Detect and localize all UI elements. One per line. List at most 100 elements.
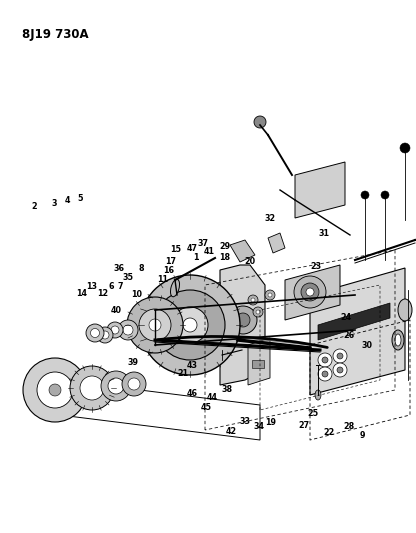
Circle shape <box>361 191 369 199</box>
Bar <box>252 360 264 368</box>
Circle shape <box>37 372 73 408</box>
Text: 4: 4 <box>64 196 70 205</box>
Text: 17: 17 <box>165 257 176 265</box>
Polygon shape <box>295 162 345 218</box>
Circle shape <box>128 378 140 390</box>
Text: 8J19 730A: 8J19 730A <box>22 28 89 41</box>
Text: 28: 28 <box>344 422 355 431</box>
Text: 35: 35 <box>123 273 134 281</box>
Circle shape <box>70 366 114 410</box>
Circle shape <box>97 327 113 343</box>
Circle shape <box>183 318 197 332</box>
Text: 40: 40 <box>111 306 122 314</box>
Circle shape <box>108 378 124 394</box>
Circle shape <box>322 357 328 363</box>
Text: 11: 11 <box>157 275 168 284</box>
Text: 1: 1 <box>193 253 199 262</box>
Circle shape <box>123 325 133 335</box>
Ellipse shape <box>392 330 404 350</box>
Text: 13: 13 <box>86 282 97 291</box>
Text: 15: 15 <box>170 245 181 254</box>
Circle shape <box>149 319 161 331</box>
Circle shape <box>294 276 326 308</box>
Text: 42: 42 <box>225 427 236 436</box>
Circle shape <box>381 191 389 199</box>
Text: 9: 9 <box>359 432 365 440</box>
Text: 10: 10 <box>131 290 142 298</box>
Text: 3: 3 <box>51 199 57 208</box>
Text: 26: 26 <box>343 332 354 340</box>
Polygon shape <box>268 233 285 253</box>
Circle shape <box>333 349 347 363</box>
Circle shape <box>236 313 250 327</box>
Text: 34: 34 <box>253 422 264 431</box>
Polygon shape <box>318 303 390 340</box>
Circle shape <box>49 384 61 396</box>
Polygon shape <box>285 265 340 320</box>
Text: 22: 22 <box>323 429 334 437</box>
Text: 38: 38 <box>222 385 233 393</box>
Circle shape <box>318 367 332 381</box>
Circle shape <box>172 307 208 343</box>
Text: 14: 14 <box>76 289 87 297</box>
Text: 24: 24 <box>341 313 352 321</box>
Text: 46: 46 <box>187 389 198 398</box>
Circle shape <box>139 309 171 341</box>
Polygon shape <box>248 338 270 385</box>
Circle shape <box>268 293 272 297</box>
Text: 37: 37 <box>198 239 209 248</box>
Ellipse shape <box>346 293 364 331</box>
Circle shape <box>91 328 99 337</box>
Circle shape <box>155 290 225 360</box>
Circle shape <box>101 371 131 401</box>
Polygon shape <box>230 240 255 262</box>
Circle shape <box>122 372 146 396</box>
Text: 2: 2 <box>31 203 37 211</box>
Text: 6: 6 <box>109 282 114 291</box>
Text: 30: 30 <box>362 341 372 350</box>
Text: 7: 7 <box>117 282 123 291</box>
Ellipse shape <box>171 279 180 297</box>
Text: 31: 31 <box>318 229 329 238</box>
Text: 47: 47 <box>187 244 198 253</box>
Circle shape <box>118 320 138 340</box>
Circle shape <box>337 367 343 373</box>
Text: 45: 45 <box>201 403 211 412</box>
Text: 36: 36 <box>114 264 124 272</box>
Circle shape <box>248 295 258 305</box>
Text: 16: 16 <box>163 266 174 274</box>
Circle shape <box>254 116 266 128</box>
Circle shape <box>301 283 319 301</box>
Circle shape <box>253 307 263 317</box>
Circle shape <box>127 297 183 353</box>
Circle shape <box>80 376 104 400</box>
Text: 41: 41 <box>204 247 215 256</box>
Circle shape <box>318 353 332 367</box>
Circle shape <box>337 353 343 359</box>
Circle shape <box>400 143 410 153</box>
Polygon shape <box>310 268 405 395</box>
Text: 43: 43 <box>187 361 198 369</box>
Text: 27: 27 <box>298 421 309 430</box>
Circle shape <box>107 322 123 338</box>
Circle shape <box>256 310 260 314</box>
Circle shape <box>306 288 314 296</box>
Text: 12: 12 <box>97 289 108 297</box>
Text: 21: 21 <box>178 369 188 377</box>
Text: 18: 18 <box>219 253 230 262</box>
Circle shape <box>23 358 87 422</box>
Circle shape <box>333 363 347 377</box>
Circle shape <box>140 275 240 375</box>
Text: 5: 5 <box>77 195 83 203</box>
Text: 8: 8 <box>139 264 144 272</box>
Text: 29: 29 <box>219 242 230 251</box>
Circle shape <box>229 306 257 334</box>
Text: 32: 32 <box>265 214 276 223</box>
Circle shape <box>111 326 119 334</box>
Circle shape <box>251 298 255 302</box>
Text: 44: 44 <box>207 393 218 401</box>
Text: 25: 25 <box>307 409 318 417</box>
Polygon shape <box>220 265 265 385</box>
Text: 20: 20 <box>244 257 255 265</box>
Text: 39: 39 <box>128 358 139 367</box>
